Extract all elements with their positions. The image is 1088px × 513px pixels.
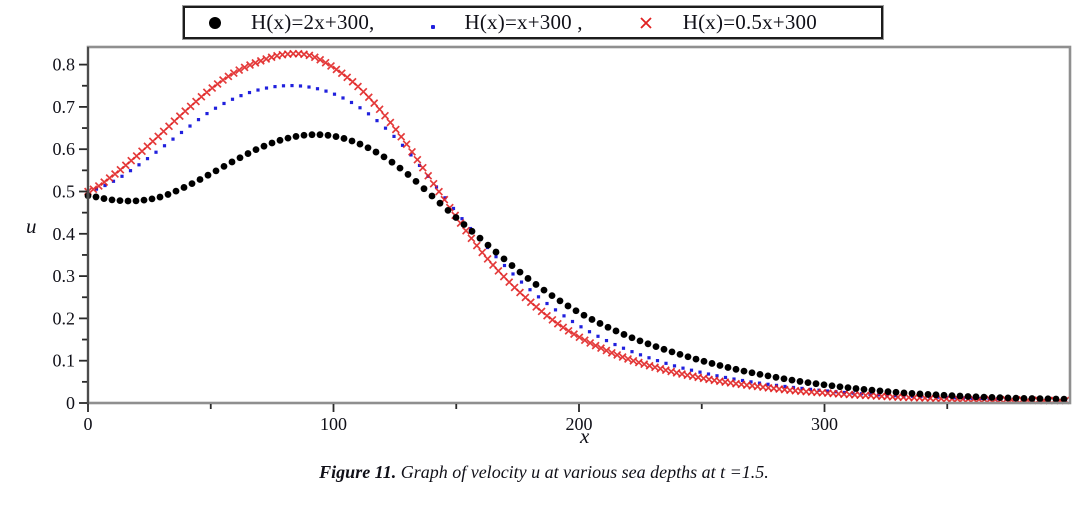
y-axis-label: u [26,214,37,238]
caption-text: Graph of velocity u at various sea depth… [396,462,769,482]
x-cross-icon [640,16,652,29]
svg-text:0.6: 0.6 [53,139,76,159]
svg-text:0.5: 0.5 [53,182,76,202]
svg-text:0.4: 0.4 [53,224,76,244]
legend-item-2x: H(x)=2x+300, [209,10,375,35]
svg-text:0: 0 [84,414,93,434]
svg-text:0.2: 0.2 [53,308,76,328]
svg-text:300: 300 [811,414,838,434]
svg-text:0: 0 [66,393,75,413]
legend-label-2x: H(x)=2x+300, [251,10,375,34]
figure-caption: Figure 11. Graph of velocity u at variou… [0,462,1088,483]
filled-circle-icon [209,16,221,29]
chart-legend: H(x)=2x+300, H(x)=x+300 , H(x)=0.5x+300 [182,5,884,40]
svg-text:0.7: 0.7 [53,97,76,117]
legend-item-x: H(x)=x+300 , [430,10,583,35]
svg-text:0.8: 0.8 [53,55,76,75]
svg-text:200: 200 [566,414,593,434]
legend-label-x: H(x)=x+300 , [464,10,583,34]
x-axis-label: x [580,424,590,448]
legend-item-05x: H(x)=0.5x+300 [639,10,817,35]
svg-text:0.1: 0.1 [53,351,76,371]
dot-icon [430,24,435,29]
svg-text:100: 100 [320,414,347,434]
caption-label: Figure 11. [319,462,397,482]
legend-label-05x: H(x)=0.5x+300 [682,10,817,34]
svg-text:0.3: 0.3 [53,266,76,286]
